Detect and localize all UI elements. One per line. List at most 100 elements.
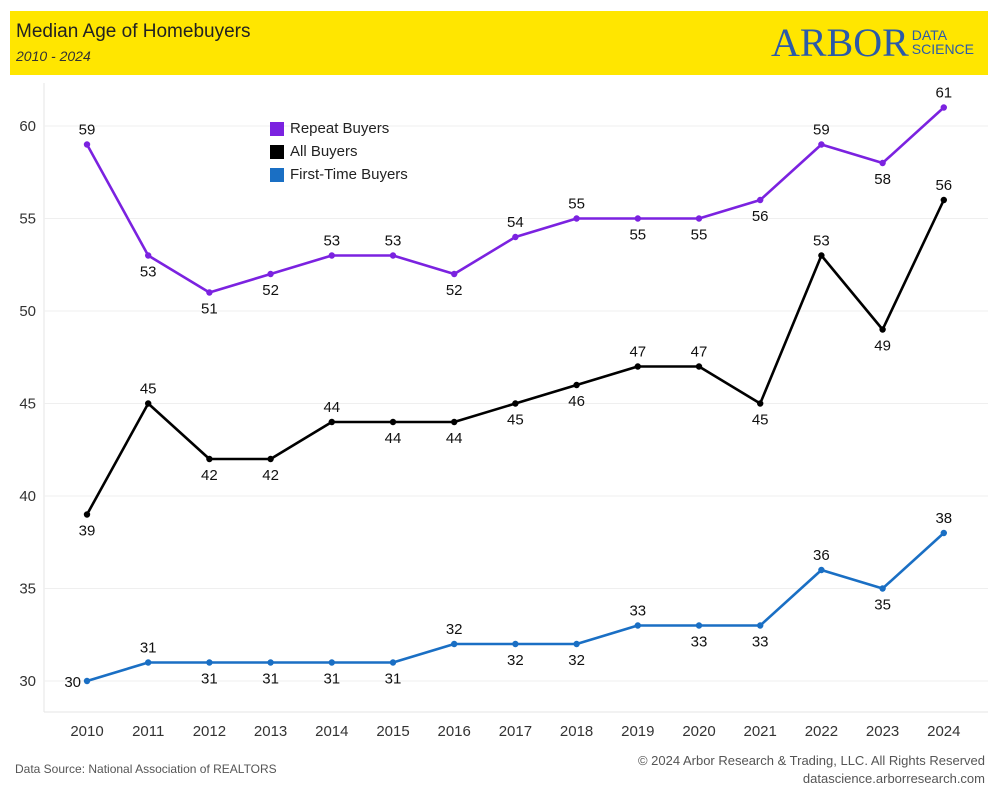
legend-swatch-first [270, 167, 284, 182]
data-point-repeat [940, 104, 947, 111]
y-tick-label: 30 [19, 673, 36, 690]
data-point-first [145, 659, 152, 666]
data-label-all: 45 [507, 412, 524, 429]
data-source: Data Source: National Association of REA… [15, 762, 277, 776]
legend-item-repeat: Repeat Buyers [270, 117, 408, 140]
legend-item-all: All Buyers [270, 140, 408, 163]
x-tick-label: 2021 [744, 723, 777, 740]
data-point-first [695, 622, 703, 629]
data-label-all: 47 [691, 344, 708, 361]
data-label-all: 49 [874, 338, 891, 355]
header-banner: Median Age of Homebuyers 2010 - 2024 ARB… [10, 11, 988, 75]
legend-label-all: All Buyers [290, 143, 358, 160]
data-point-first [451, 640, 458, 648]
x-tick-label: 2015 [376, 723, 409, 740]
data-label-all: 45 [140, 381, 157, 398]
data-point-repeat [389, 252, 397, 259]
data-label-all: 42 [262, 467, 279, 484]
logo-line-data: DATA [911, 27, 948, 43]
x-tick-label: 2022 [805, 723, 838, 740]
data-point-repeat [206, 289, 213, 296]
data-point-first [879, 585, 886, 592]
data-label-repeat: 53 [140, 264, 157, 281]
data-point-repeat [83, 141, 91, 148]
data-label-repeat: 54 [507, 214, 524, 231]
data-label-all: 39 [79, 523, 96, 540]
legend-label-repeat: Repeat Buyers [290, 120, 390, 137]
data-label-all: 44 [385, 430, 402, 447]
data-label-repeat: 56 [752, 208, 769, 225]
x-tick-label: 2024 [927, 723, 960, 740]
data-label-repeat: 59 [79, 122, 96, 139]
x-tick-label: 2010 [70, 723, 103, 740]
chart-title: Median Age of Homebuyers [16, 21, 251, 42]
data-point-repeat [267, 270, 274, 278]
data-point-repeat [757, 196, 764, 204]
logo-line-science: SCIENCE [911, 41, 974, 57]
y-tick-label: 40 [19, 488, 36, 505]
website-link[interactable]: datascience.arborresearch.com [802, 771, 985, 786]
data-label-repeat: 53 [385, 233, 402, 250]
x-tick-label: 2012 [193, 723, 226, 740]
chart-subtitle: 2010 - 2024 [16, 48, 91, 64]
data-label-first: 31 [140, 640, 157, 657]
legend-swatch-repeat [270, 121, 284, 136]
legend-swatch-all [270, 144, 284, 159]
data-label-all: 46 [568, 393, 585, 410]
data-point-all [267, 455, 274, 463]
data-point-first [757, 622, 764, 629]
data-point-first [83, 677, 91, 685]
data-label-first: 33 [629, 603, 646, 620]
data-label-repeat: 55 [629, 227, 646, 244]
arbor-logo: ARBOR DATA SCIENCE [771, 23, 974, 67]
data-point-first [206, 659, 213, 666]
data-point-first [389, 659, 397, 666]
data-point-repeat [818, 141, 825, 148]
data-label-first: 30 [64, 674, 81, 691]
data-point-all [451, 418, 458, 426]
data-point-all [512, 400, 519, 407]
data-label-first: 32 [446, 621, 463, 638]
data-point-all [145, 400, 152, 407]
data-point-all [940, 196, 947, 204]
x-tick-label: 2016 [438, 723, 471, 740]
data-point-first [328, 659, 335, 666]
data-point-all [879, 326, 886, 333]
data-label-first: 32 [568, 652, 585, 669]
data-label-repeat: 52 [446, 282, 463, 299]
data-point-repeat [879, 159, 886, 167]
data-label-repeat: 53 [323, 233, 340, 250]
x-tick-label: 2017 [499, 723, 532, 740]
logo-main-text: ARBOR [770, 20, 909, 65]
data-point-all [634, 363, 641, 370]
data-label-repeat: 55 [568, 196, 585, 213]
data-point-repeat [451, 270, 458, 278]
data-label-first: 31 [323, 671, 340, 688]
data-point-repeat [695, 215, 703, 222]
legend: Repeat Buyers All Buyers First-Time Buye… [270, 117, 408, 186]
x-tick-label: 2013 [254, 723, 287, 740]
legend-label-first: First-Time Buyers [290, 166, 408, 183]
data-label-all: 47 [629, 344, 646, 361]
data-point-repeat [573, 215, 580, 222]
data-label-repeat: 58 [874, 171, 891, 188]
data-label-first: 36 [813, 547, 830, 564]
y-tick-label: 45 [19, 396, 36, 413]
data-label-repeat: 55 [691, 227, 708, 244]
data-label-first: 33 [691, 634, 708, 651]
data-point-repeat [328, 252, 335, 259]
data-point-all [757, 400, 764, 407]
data-label-first: 32 [507, 652, 524, 669]
data-label-first: 31 [201, 671, 218, 688]
y-tick-label: 35 [19, 581, 36, 598]
data-point-first [634, 622, 641, 629]
data-point-first [512, 640, 519, 648]
x-tick-label: 2014 [315, 723, 348, 740]
data-label-first: 31 [385, 671, 402, 688]
data-label-all: 44 [446, 430, 463, 447]
data-point-repeat [145, 252, 152, 259]
data-point-all [328, 418, 335, 426]
x-tick-label: 2020 [682, 723, 715, 740]
data-label-repeat: 51 [201, 301, 218, 318]
